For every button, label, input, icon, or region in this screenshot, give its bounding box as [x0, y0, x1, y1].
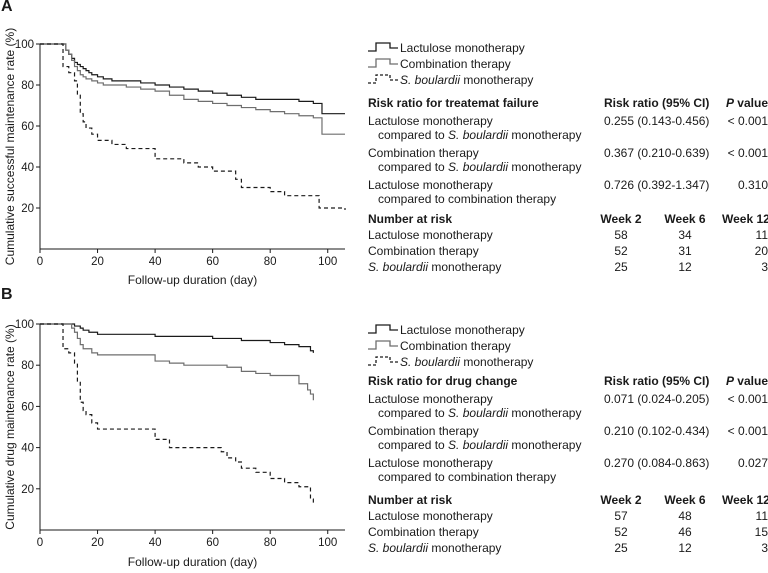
boulardii-curve — [40, 323, 314, 504]
y-tick-label: 60 — [21, 401, 34, 413]
y-tick-label: 80 — [21, 80, 34, 92]
risk-ratio-table: Risk ratio for drug change Risk ratio (9… — [368, 374, 768, 484]
x-tick-label: 80 — [264, 256, 277, 268]
y-tick-label: 20 — [21, 203, 34, 215]
panel-letter: B — [1, 286, 13, 303]
number-at-risk-row: Lactulose monotherapy 58 34 11 — [368, 228, 768, 242]
risk-ratio-table: Risk ratio for treatemat failure Risk ra… — [368, 96, 768, 206]
x-tick-label: 100 — [318, 256, 337, 268]
y-axis-label: Cumulative successful maintenance rate (… — [3, 28, 17, 265]
y-tick-label: 60 — [21, 121, 34, 133]
number-at-risk-header: Number at risk Week 2 Week 6 Week 12 — [368, 493, 768, 507]
number-at-risk-table: Number at risk Week 2 Week 6 Week 12 Lac… — [368, 492, 768, 556]
panel-a: A 20 40 60 80 100 0 20 40 60 80 100 Follow-up durat… — [1, 0, 768, 287]
x-tick-label: 20 — [91, 256, 104, 268]
risk-ratio-header: Risk ratio for drug change Risk ratio (9… — [368, 374, 768, 388]
risk-ratio-header: Risk ratio for treatemat failure Risk ra… — [368, 96, 768, 110]
risk-row: Combination therapy 0.210 (0.102-0.434) … — [368, 424, 768, 438]
risk-row: Lactulose monotherapy 0.255 (0.143-0.456… — [368, 114, 768, 128]
x-axis-label: Follow-up duration (day) — [128, 273, 257, 287]
risk-row-sub: compared to combination therapy — [378, 470, 557, 484]
x-tick-label: 100 — [318, 537, 337, 549]
y-tick-label: 40 — [21, 443, 34, 455]
combination-curve — [40, 43, 345, 135]
y-tick-label: 100 — [15, 319, 34, 331]
y-tick-label: 80 — [21, 360, 34, 372]
y-tick-label: 40 — [21, 162, 34, 174]
risk-row-sub: compared to S. boulardii monotherapy — [378, 406, 582, 420]
number-at-risk-table: Number at risk Week 2 Week 6 Week 12 Lac… — [368, 211, 768, 275]
risk-row-sub: compared to S. boulardii monotherapy — [378, 438, 582, 452]
number-at-risk-row: S. boulardii monotherapy 25 12 3 — [368, 541, 768, 555]
combination-curve — [40, 323, 314, 401]
number-at-risk-row: Combination therapy 52 31 20 — [368, 244, 768, 258]
x-tick-label: 80 — [264, 537, 277, 549]
x-tick-label: 0 — [37, 537, 43, 549]
km-plot-a: 20 40 60 80 100 0 20 40 60 80 100 Follow-up duratio… — [3, 28, 346, 287]
y-tick-label: 100 — [15, 39, 34, 51]
x-tick-label: 60 — [206, 256, 219, 268]
panel-letter: A — [1, 0, 13, 15]
risk-row: Lactulose monotherapy 0.071 (0.024-0.205… — [368, 392, 768, 406]
x-tick-label: 40 — [149, 537, 162, 549]
risk-row-sub: compared to combination therapy — [378, 192, 557, 206]
lactulose-curve — [40, 323, 314, 353]
risk-row: Combination therapy 0.367 (0.210-0.639) … — [368, 146, 768, 160]
number-at-risk-row: S. boulardii monotherapy 25 12 3 — [368, 260, 768, 274]
number-at-risk-row: Combination therapy 52 46 15 — [368, 525, 768, 539]
y-tick-label: 20 — [21, 484, 34, 496]
panel-b: B 20 40 60 80 100 0 20 40 60 80 100 Follow-up durat… — [0, 286, 768, 573]
km-plot-b: 20 40 60 80 100 0 20 40 60 80 100 Follow-up duratio… — [3, 319, 345, 569]
x-tick-label: 60 — [206, 537, 219, 549]
risk-row-sub: compared to S. boulardii monotherapy — [378, 160, 582, 174]
x-tick-label: 0 — [37, 256, 43, 268]
y-axis-label: Cumulative drug maintenance rate (%) — [3, 324, 17, 529]
risk-row-sub: compared to S. boulardii monotherapy — [378, 128, 582, 142]
boulardii-curve — [40, 43, 346, 211]
risk-row: Lactulose monotherapy 0.270 (0.084-0.863… — [368, 456, 768, 470]
number-at-risk-row: Lactulose monotherapy 57 48 11 — [368, 509, 768, 523]
x-tick-label: 20 — [91, 537, 104, 549]
number-at-risk-header: Number at risk Week 2 Week 6 Week 12 — [368, 212, 768, 226]
risk-row: Lactulose monotherapy 0.726 (0.392-1.347… — [368, 178, 768, 192]
x-axis-label: Follow-up duration (day) — [128, 555, 257, 569]
x-tick-label: 40 — [149, 256, 162, 268]
